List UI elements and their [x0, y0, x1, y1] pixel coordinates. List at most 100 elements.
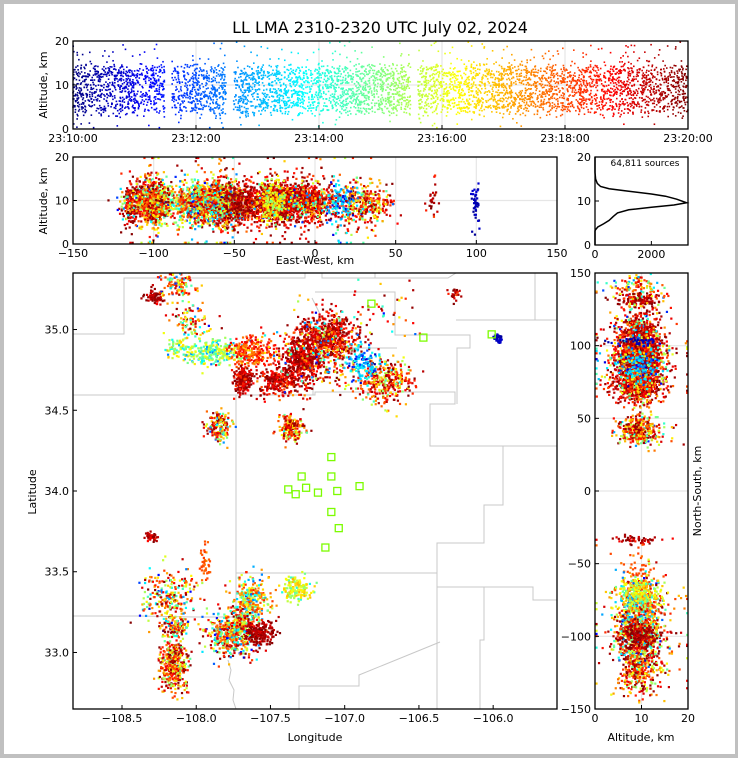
time-height-point	[96, 107, 99, 110]
time-height-point	[158, 88, 161, 90]
time-height-point	[355, 63, 357, 66]
time-height-point	[521, 80, 523, 82]
time-height-point	[274, 106, 276, 108]
time-height-point	[401, 76, 404, 78]
time-height-point	[488, 70, 491, 73]
time-height-point	[598, 107, 601, 109]
time-height-point	[127, 74, 129, 77]
time-height-point	[652, 89, 655, 91]
time-height-point	[252, 82, 254, 85]
time-height-point	[86, 89, 89, 91]
time-height-point	[98, 100, 101, 102]
time-height-point	[387, 110, 390, 113]
time-height-point	[437, 74, 440, 76]
time-height-point	[612, 70, 615, 73]
time-height-point	[529, 88, 532, 90]
time-height-point	[191, 55, 194, 57]
time-height-point	[153, 77, 156, 80]
time-height-point	[567, 98, 569, 100]
time-height-point	[332, 59, 334, 61]
time-height-point	[128, 99, 131, 101]
time-height-point	[565, 106, 567, 108]
time-height-point	[409, 95, 412, 97]
time-height-point	[672, 84, 675, 87]
time-height-point	[97, 107, 100, 110]
time-height-point	[260, 103, 263, 105]
time-height-point	[623, 80, 625, 83]
time-height-point	[192, 77, 195, 79]
time-height-point	[238, 107, 241, 109]
time-height-point	[323, 105, 325, 107]
time-height-point	[78, 75, 80, 78]
time-height-point	[454, 85, 457, 88]
time-height-point	[665, 80, 668, 82]
time-height-point	[425, 93, 428, 96]
time-height-point	[355, 90, 358, 93]
time-height-point	[655, 104, 658, 106]
time-height-point	[517, 95, 520, 98]
time-height-point	[152, 73, 155, 76]
time-height-point	[242, 100, 245, 102]
time-height-point	[461, 98, 464, 101]
time-height-point	[262, 93, 265, 96]
time-height-point	[89, 70, 91, 72]
time-height-point	[146, 93, 148, 96]
time-height-point	[97, 71, 99, 74]
time-height-point	[182, 96, 184, 99]
time-height-point	[660, 68, 662, 71]
time-height-point	[420, 98, 422, 101]
time-height-point	[310, 85, 313, 88]
time-height-point	[667, 76, 669, 78]
time-height-point	[398, 101, 400, 104]
time-height-point	[356, 109, 359, 112]
time-height-point	[192, 59, 194, 62]
time-height-point	[442, 68, 444, 71]
time-height-point	[359, 110, 361, 112]
time-height-point	[292, 72, 294, 74]
time-height-point	[89, 91, 91, 93]
time-height-point	[196, 100, 199, 102]
time-height-point	[361, 72, 363, 75]
time-height-point	[235, 41, 238, 43]
time-height-point	[136, 79, 138, 82]
time-height-point	[386, 77, 389, 80]
time-height-point	[283, 59, 286, 62]
time-height-point	[657, 54, 660, 56]
time-height-point	[575, 91, 578, 94]
time-height-point	[245, 72, 247, 74]
time-height-point	[679, 41, 682, 43]
time-height-point	[553, 86, 556, 88]
time-height-point	[452, 74, 455, 76]
time-height-point	[419, 95, 421, 97]
time-height-point	[392, 96, 395, 98]
time-height-point	[89, 105, 91, 107]
time-height-point	[627, 46, 629, 48]
time-height-point	[488, 91, 491, 93]
time-height-point	[114, 88, 117, 91]
time-height-point	[404, 89, 407, 91]
time-height-point	[125, 86, 128, 88]
time-height-point	[424, 101, 427, 103]
time-height-point	[132, 98, 135, 101]
time-height-point	[674, 48, 677, 50]
time-height-point	[609, 51, 612, 54]
time-height-point	[334, 89, 336, 91]
time-height-point	[551, 88, 553, 91]
time-height-point	[112, 112, 115, 115]
time-height-point	[77, 69, 79, 71]
time-height-point	[622, 86, 624, 88]
time-height-point	[183, 71, 185, 73]
time-height-point	[310, 98, 313, 101]
time-height-point	[83, 86, 86, 89]
time-height-point	[419, 73, 421, 75]
time-height-point	[594, 70, 597, 72]
time-height-point	[160, 64, 163, 66]
time-height-point	[599, 78, 602, 80]
time-height-point	[594, 75, 596, 78]
time-height-point	[401, 95, 403, 97]
time-height-point	[610, 79, 613, 81]
time-height-point	[314, 93, 317, 96]
time-height-point	[93, 104, 96, 106]
time-height-point	[640, 111, 642, 113]
time-height-point	[433, 85, 435, 87]
